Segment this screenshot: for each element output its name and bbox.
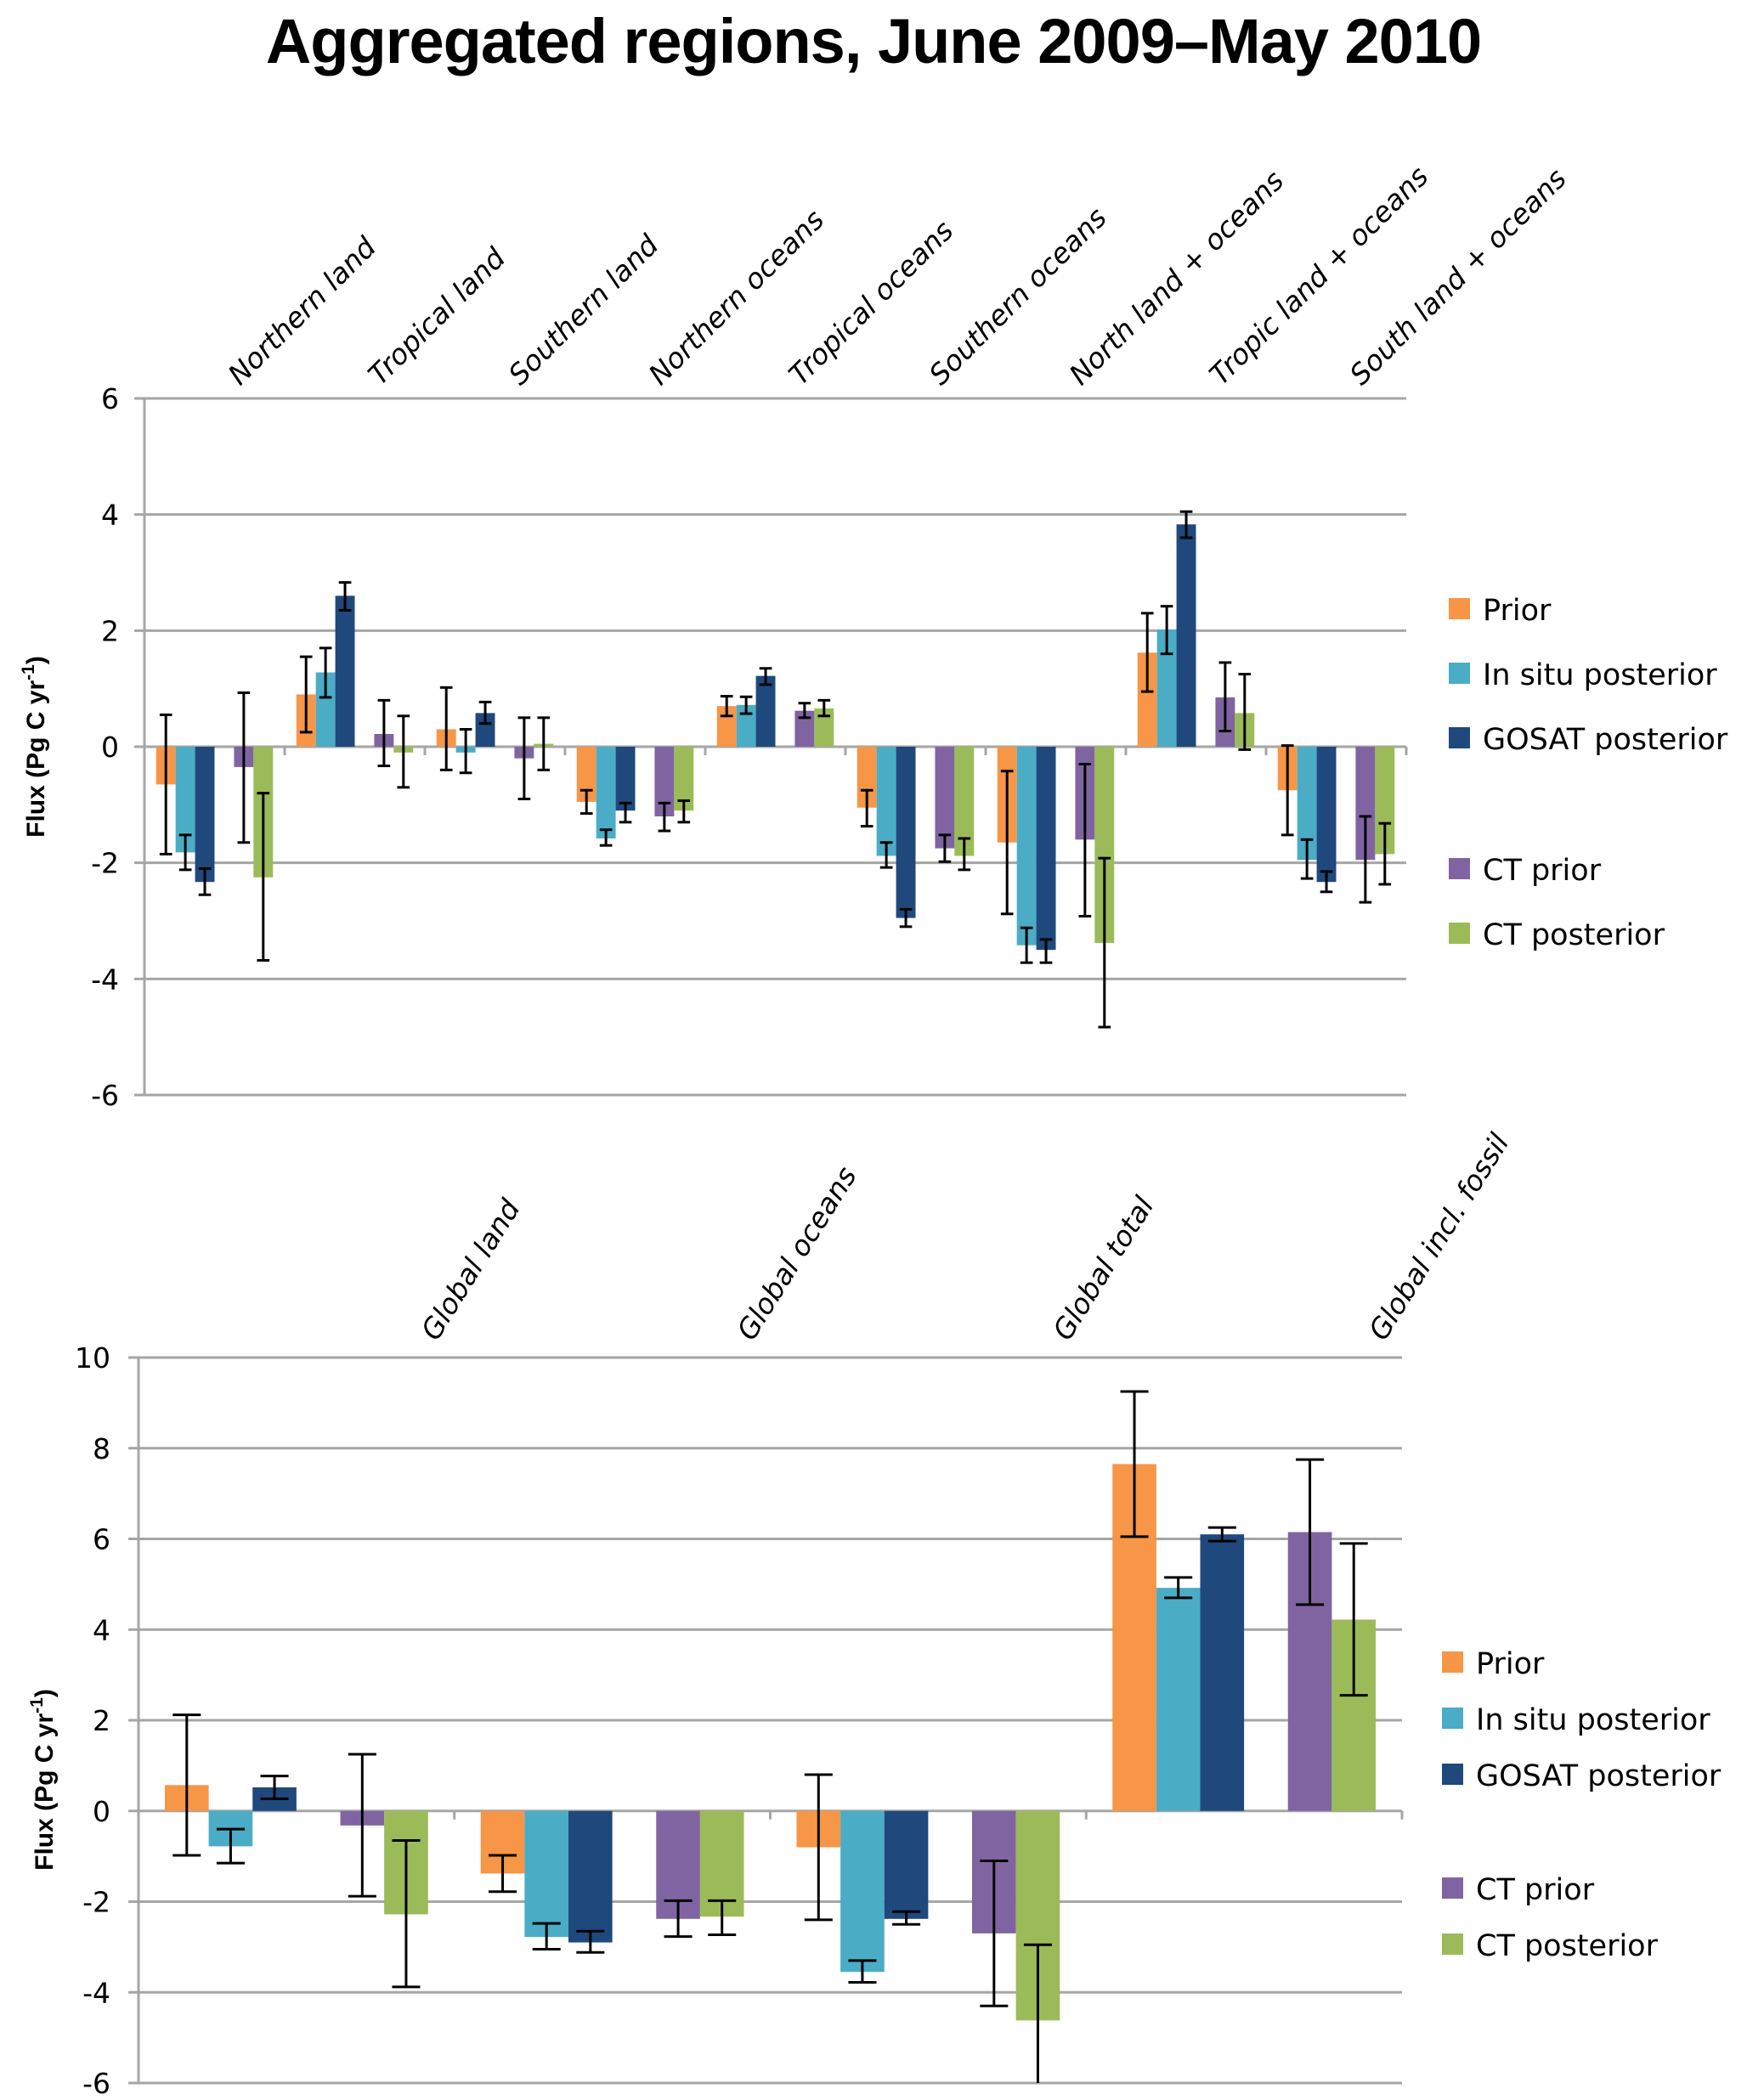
bar bbox=[794, 710, 815, 747]
bar bbox=[755, 675, 776, 747]
y-tick-label: 2 bbox=[93, 1704, 110, 1737]
bar bbox=[335, 596, 355, 747]
legend-item: CT prior bbox=[1442, 1873, 1595, 1907]
legend-label: CT prior bbox=[1476, 1873, 1595, 1907]
y-tick-label: 4 bbox=[101, 499, 119, 532]
bar bbox=[1156, 629, 1177, 747]
legend-swatch bbox=[1449, 663, 1470, 684]
bar bbox=[1316, 747, 1337, 883]
legend-label: In situ posterior bbox=[1483, 658, 1717, 692]
bar bbox=[568, 1810, 613, 1943]
bar bbox=[175, 747, 195, 853]
bar bbox=[1016, 747, 1037, 946]
bar bbox=[1156, 1588, 1201, 1811]
y-tick-label: 2 bbox=[101, 614, 119, 647]
y-tick-label: 0 bbox=[93, 1795, 110, 1828]
legend-swatch bbox=[1442, 1933, 1463, 1955]
bar bbox=[195, 747, 215, 883]
y-tick-label: -2 bbox=[82, 1886, 110, 1919]
y-tick-label: 10 bbox=[75, 1341, 110, 1375]
bar bbox=[876, 747, 896, 856]
bar bbox=[524, 1810, 568, 1938]
bar bbox=[1200, 1534, 1245, 1811]
legend-swatch bbox=[1442, 1708, 1463, 1729]
bar bbox=[576, 747, 596, 802]
y-tick-label: -2 bbox=[91, 847, 119, 880]
legend-label: GOSAT posterior bbox=[1476, 1759, 1722, 1793]
category-label: Global oceans bbox=[730, 1160, 862, 1346]
y-tick-label: 4 bbox=[93, 1613, 110, 1646]
category-label: Global land bbox=[415, 1193, 528, 1346]
y-tick-label: -6 bbox=[91, 1079, 119, 1112]
bar bbox=[615, 747, 636, 811]
bar bbox=[475, 713, 495, 747]
bar bbox=[954, 747, 975, 856]
bar bbox=[1137, 652, 1157, 747]
y-tick-label: -4 bbox=[82, 1976, 110, 2009]
y-tick-label: 8 bbox=[93, 1432, 110, 1465]
legend-item: Prior bbox=[1449, 594, 1552, 628]
bar bbox=[896, 747, 916, 918]
y-tick-label: -4 bbox=[91, 962, 119, 996]
y-tick-label: -6 bbox=[82, 2067, 110, 2100]
legend-item: Prior bbox=[1442, 1647, 1545, 1681]
legend-label: CT posterior bbox=[1476, 1929, 1659, 1963]
legend-item: CT posterior bbox=[1449, 918, 1665, 952]
legend-item: CT prior bbox=[1449, 854, 1602, 888]
chart-title: Aggregated regions, June 2009–May 2010 bbox=[265, 6, 1482, 76]
bar bbox=[1375, 747, 1395, 855]
y-axis-label: Flux (Pg C yr-1) bbox=[19, 656, 50, 838]
legend-item: CT posterior bbox=[1442, 1929, 1659, 1963]
bar bbox=[1297, 747, 1317, 861]
legend-item: GOSAT posterior bbox=[1449, 723, 1728, 757]
legend-swatch bbox=[1449, 727, 1470, 748]
legend-label: CT prior bbox=[1483, 854, 1602, 888]
y-tick-label: 6 bbox=[93, 1523, 110, 1556]
y-tick-label: 0 bbox=[101, 731, 119, 764]
bar bbox=[884, 1810, 929, 1919]
bar bbox=[736, 704, 756, 747]
bar bbox=[596, 747, 616, 838]
legend-swatch bbox=[1449, 858, 1470, 879]
bar bbox=[699, 1810, 744, 1917]
category-label: Global total bbox=[1046, 1190, 1160, 1346]
bar bbox=[1094, 747, 1115, 943]
bar bbox=[935, 747, 955, 849]
legend-label: Prior bbox=[1476, 1647, 1545, 1681]
bar bbox=[1176, 524, 1196, 747]
legend-swatch bbox=[1442, 1764, 1463, 1785]
bar bbox=[315, 672, 336, 747]
legend-label: GOSAT posterior bbox=[1483, 723, 1728, 757]
bar bbox=[654, 747, 675, 816]
legend-swatch bbox=[1442, 1651, 1463, 1673]
legend-label: CT posterior bbox=[1483, 918, 1665, 952]
bar bbox=[1355, 747, 1376, 861]
legend-swatch bbox=[1449, 598, 1470, 619]
legend-item: In situ posterior bbox=[1449, 658, 1717, 692]
y-tick-label: 6 bbox=[101, 382, 119, 415]
bar bbox=[674, 747, 694, 811]
bar bbox=[840, 1810, 885, 1973]
bar bbox=[814, 708, 834, 747]
bar bbox=[857, 747, 877, 808]
y-axis-label: Flux (Pg C yr-1) bbox=[27, 1689, 59, 1871]
legend-item: GOSAT posterior bbox=[1442, 1759, 1722, 1793]
bar bbox=[1036, 747, 1056, 951]
legend-label: Prior bbox=[1483, 594, 1552, 628]
category-label: Global incl. fossil bbox=[1362, 1127, 1516, 1346]
legend-label: In situ posterior bbox=[1476, 1703, 1710, 1737]
legend-swatch bbox=[1449, 923, 1470, 944]
legend-swatch bbox=[1442, 1877, 1463, 1899]
legend-item: In situ posterior bbox=[1442, 1703, 1710, 1737]
